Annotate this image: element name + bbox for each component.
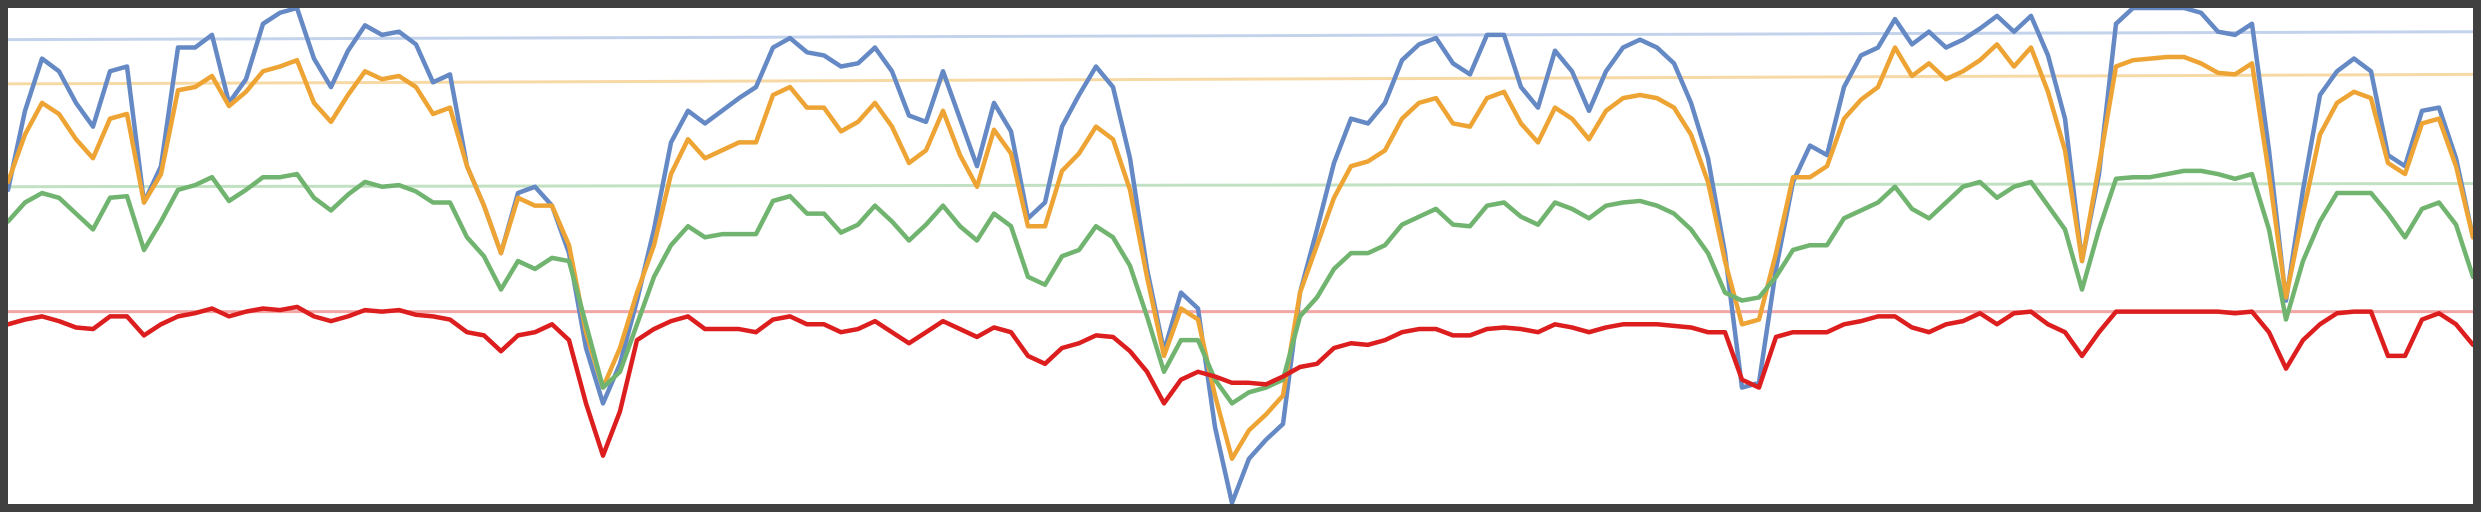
series-line bbox=[5, 168, 2476, 406]
plot-area bbox=[5, 5, 2476, 506]
series-line bbox=[5, 304, 2476, 458]
series-line bbox=[5, 42, 2476, 461]
trend-line bbox=[7, 182, 2474, 189]
trend-line bbox=[7, 72, 2474, 86]
series-line bbox=[5, 5, 2476, 506]
trend-line bbox=[7, 30, 2474, 42]
